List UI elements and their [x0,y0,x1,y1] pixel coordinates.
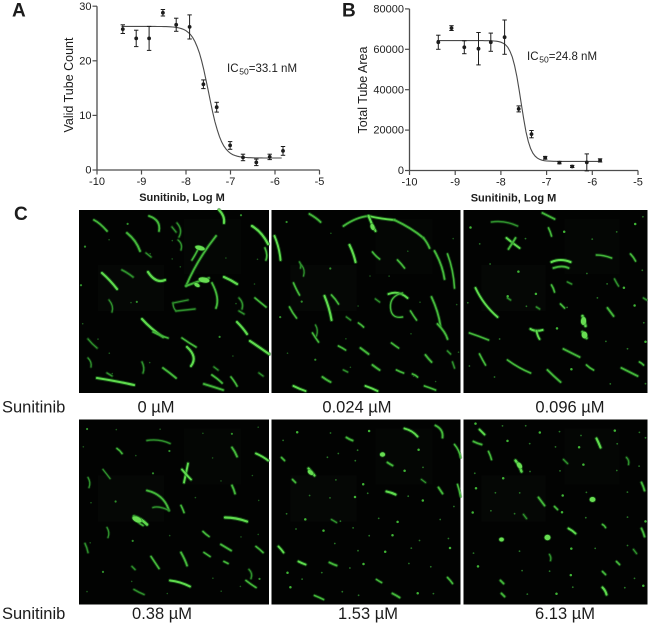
svg-text:-8: -8 [496,177,506,189]
svg-text:30: 30 [79,1,91,13]
svg-text:0.38 µM: 0.38 µM [132,605,192,623]
svg-text:6.13 µM: 6.13 µM [535,605,595,623]
svg-text:-5: -5 [633,177,643,189]
svg-text:IC50=33.1 nM: IC50=33.1 nM [227,63,297,77]
svg-text:1.53 µM: 1.53 µM [338,605,398,623]
svg-text:0.024 µM: 0.024 µM [322,399,391,417]
svg-text:Sunitinib: Sunitinib [2,399,65,417]
svg-text:60000: 60000 [373,44,404,56]
svg-text:0.096 µM: 0.096 µM [535,399,604,417]
svg-text:Sunitinib: Sunitinib [2,605,65,623]
svg-text:20000: 20000 [373,125,404,137]
svg-text:-7: -7 [542,177,552,189]
svg-text:0 µM: 0 µM [137,399,174,417]
svg-text:20: 20 [79,55,91,67]
svg-text:-10: -10 [402,177,418,189]
svg-text:Sunitinib, Log M: Sunitinib, Log M [471,193,557,205]
svg-text:0: 0 [85,165,91,177]
svg-text:C: C [14,204,28,225]
svg-text:10: 10 [79,110,91,122]
svg-text:Sunitinib, Log M: Sunitinib, Log M [139,192,225,204]
svg-text:40000: 40000 [373,84,404,96]
svg-text:Total Tube Area: Total Tube Area [356,47,370,134]
svg-text:-6: -6 [587,177,597,189]
svg-text:-9: -9 [137,176,147,188]
svg-text:-6: -6 [270,176,280,188]
svg-text:-7: -7 [226,176,236,188]
svg-text:-5: -5 [315,176,325,188]
svg-text:0: 0 [398,165,404,177]
svg-text:A: A [12,1,26,22]
svg-text:80000: 80000 [373,4,404,16]
svg-text:Valid Tube Count: Valid Tube Count [62,37,76,132]
svg-text:-8: -8 [181,176,191,188]
svg-text:B: B [342,1,356,22]
svg-text:-9: -9 [450,177,460,189]
svg-text:IC50=24.8 nM: IC50=24.8 nM [527,51,597,65]
svg-text:-10: -10 [89,176,105,188]
